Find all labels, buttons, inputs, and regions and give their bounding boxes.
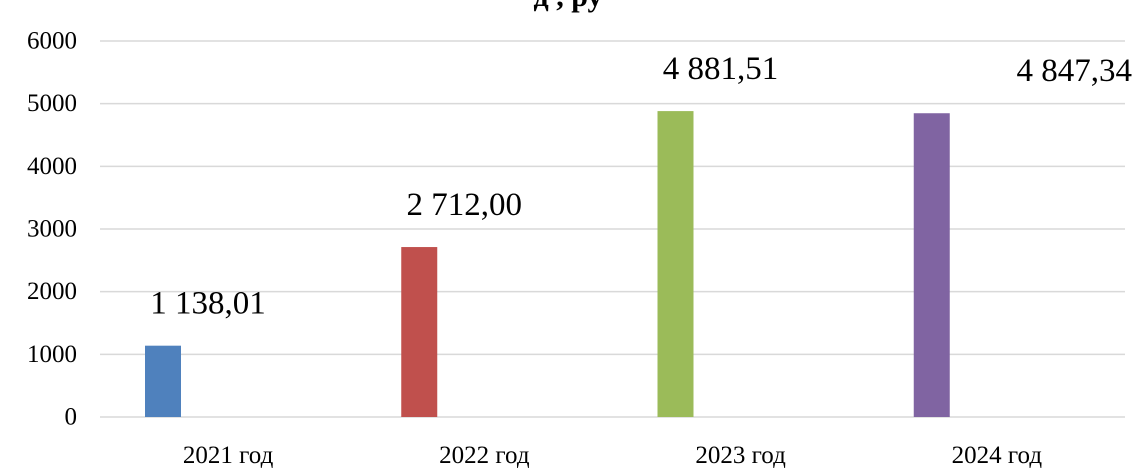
y-tick-label: 2000 [27,278,77,305]
bar [913,113,950,417]
y-tick-label: 3000 [27,216,77,243]
bars [145,111,950,417]
x-axis-tick-labels: 2021 год 2022 год 2023 год 2024 год [183,442,1042,469]
data-label: 1 138,01 [150,286,266,322]
y-tick-label: 4000 [27,153,77,180]
data-labels: 1 138,01 2 712,00 4 881,51 4 847,34 [150,51,1132,322]
bar [145,345,181,417]
y-tick-label: 1000 [27,341,77,368]
y-tick-label: 5000 [27,90,77,117]
x-tick-label: 2023 год [695,442,786,469]
x-tick-label: 2021 год [183,442,274,469]
data-label: 4 881,51 [663,51,779,87]
y-tick-label: 6000 [27,28,77,55]
gridlines [100,40,1125,418]
y-tick-label: 0 [65,404,78,431]
chart-title: д , ру [534,0,603,13]
bar [401,247,438,417]
y-axis-tick-labels: 0 1000 2000 3000 4000 5000 6000 [27,28,77,431]
data-label: 4 847,34 [1017,53,1133,89]
x-tick-label: 2022 год [439,442,530,469]
data-label: 2 712,00 [407,187,523,223]
bar [657,111,694,417]
x-tick-label: 2024 год [952,442,1043,469]
